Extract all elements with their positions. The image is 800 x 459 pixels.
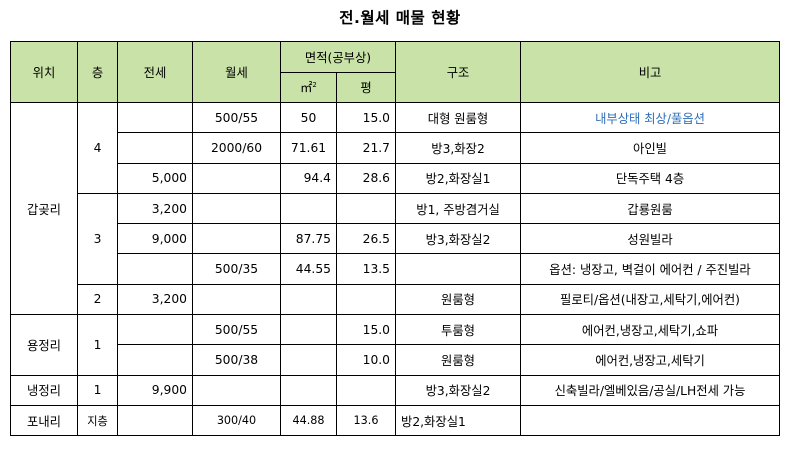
pyeong-cell: 21.7	[335, 132, 397, 164]
remark-cell: 에어컨,냉장고,세탁기	[520, 344, 781, 376]
location-cell: 포내리	[10, 404, 78, 437]
table-row: 용정리 1 500/55 15.0 투룸형 에어컨,냉장고,세탁기,쇼파	[10, 314, 781, 376]
structure-cell: 원룸형	[395, 283, 522, 316]
wolse-cell	[192, 162, 281, 194]
m2-cell: 50	[280, 101, 337, 134]
location-cell: 용정리	[10, 314, 78, 376]
floor-cell: 1	[77, 314, 118, 376]
remark-cell: 아인빌	[520, 132, 781, 164]
m2-cell	[280, 283, 337, 316]
wolse-cell: 500/38	[192, 344, 281, 376]
m2-cell	[280, 192, 337, 225]
remark-cell: 갑룡원룸	[520, 192, 781, 225]
structure-cell: 원룸형	[395, 344, 522, 376]
jeonse-cell: 9,900	[117, 374, 193, 406]
wolse-cell	[192, 192, 281, 225]
wolse-cell	[192, 374, 281, 406]
jeonse-cell: 5,000	[117, 162, 193, 194]
floor-cell: 3	[77, 192, 118, 285]
header-floor: 층	[77, 41, 118, 103]
structure-cell: 방2,화장실1	[395, 162, 522, 194]
page-title: 전.월세 매물 현황	[339, 9, 461, 27]
table-row: 9,000 87.75 26.5 방3,화장실2 성원빌라	[11, 223, 781, 255]
jeonse-cell	[117, 344, 193, 376]
header-location: 위치	[10, 41, 78, 103]
pyeong-cell: 13.6	[335, 404, 397, 437]
m2-cell	[280, 314, 337, 346]
remark-cell: 내부상태 최상/풀옵션	[520, 101, 781, 134]
pyeong-cell: 13.5	[335, 253, 397, 285]
wolse-cell	[192, 283, 281, 316]
remark-cell: 에어컨,냉장고,세탁기,쇼파	[520, 314, 781, 346]
structure-cell: 방2,화장실1	[395, 404, 522, 437]
jeonse-cell	[117, 404, 193, 437]
floor-cell: 2	[77, 283, 118, 316]
table-row: 5,000 94.4 28.6 방2,화장실1 단독주택 4층	[11, 162, 781, 194]
pyeong-cell	[335, 283, 397, 316]
jeonse-cell: 9,000	[117, 223, 193, 255]
jeonse-cell	[117, 132, 193, 164]
remark-cell: 성원빌라	[520, 223, 781, 255]
m2-cell	[280, 344, 337, 376]
floor-cell: 지층	[77, 404, 118, 437]
remark-cell: 신축빌라/엘베있음/공실/LH전세 가능	[520, 374, 781, 406]
pyeong-cell: 28.6	[335, 162, 397, 194]
listing-table: 위치 층 전세 월세 면적(공부상) 구조 비고 ㎡2 평 갑곶리 4 500/…	[10, 41, 781, 437]
header-jeonse: 전세	[117, 41, 193, 103]
table-row: 2 3,200 원룸형 필로티/옵션(내장고,세탁기,에어컨)	[11, 283, 781, 316]
wolse-cell: 500/55	[192, 314, 281, 346]
remark-cell: 옵션: 냉장고, 벽걸이 에어컨 / 주진빌라	[520, 253, 781, 285]
pyeong-cell	[335, 192, 397, 225]
floor-cell: 4	[77, 102, 118, 194]
pyeong-cell: 10.0	[335, 344, 397, 376]
m2-cell: 44.88	[280, 404, 337, 437]
structure-cell	[395, 253, 522, 285]
header-area-pyeong: 평	[335, 71, 397, 103]
m2-cell: 87.75	[280, 223, 337, 255]
remark-cell: 필로티/옵션(내장고,세탁기,에어컨)	[520, 283, 781, 316]
table-row: 500/35 44.55 13.5 옵션: 냉장고, 벽걸이 에어컨 / 주진빌…	[11, 253, 781, 285]
header-wolse: 월세	[192, 41, 281, 103]
remark-cell: 단독주택 4층	[520, 162, 781, 194]
jeonse-cell	[117, 253, 193, 285]
m2-cell: 44.55	[280, 253, 337, 285]
location-cell: 갑곶리	[10, 101, 78, 316]
floor-cell: 1	[77, 374, 118, 406]
structure-cell: 투룸형	[395, 314, 522, 346]
header-area: 면적(공부상)	[279, 41, 397, 73]
header-remarks: 비고	[520, 41, 781, 103]
jeonse-cell: 3,200	[117, 192, 193, 225]
structure-cell: 방3,화장실2	[395, 374, 522, 406]
m2-cell: 94.4	[280, 162, 337, 194]
structure-cell: 방3,화장실2	[395, 223, 522, 255]
wolse-cell	[192, 223, 281, 255]
table-row: 2000/60 71.61 21.7 방3,화장2 아인빌	[11, 132, 781, 164]
jeonse-cell: 3,200	[117, 283, 193, 316]
pyeong-cell	[335, 374, 397, 406]
jeonse-cell	[117, 314, 193, 346]
structure-cell: 대형 원룸형	[395, 101, 522, 134]
jeonse-cell	[117, 101, 193, 134]
table-row: 3 3,200 방1, 주방겸거실 갑룡원룸	[11, 192, 781, 285]
pyeong-cell: 26.5	[335, 223, 397, 255]
table-row: 포내리 지층 300/40 44.88 13.6 방2,화장실1	[10, 404, 781, 437]
m2-cell: 71.61	[280, 132, 337, 164]
location-cell: 냉정리	[10, 374, 78, 406]
table-row: 500/38 10.0 원룸형 에어컨,냉장고,세탁기	[11, 344, 781, 376]
header-structure: 구조	[395, 41, 522, 103]
remark-cell	[520, 404, 781, 437]
structure-cell: 방1, 주방겸거실	[395, 192, 522, 225]
header-area-m2: ㎡2	[280, 71, 337, 103]
structure-cell: 방3,화장2	[395, 132, 522, 164]
wolse-cell: 2000/60	[192, 132, 281, 164]
table-row: 갑곶리 4 500/55 50 15.0 대형 원룸형 내부상태 최상/풀옵션	[10, 101, 781, 316]
pyeong-cell: 15.0	[335, 101, 397, 134]
wolse-cell: 300/40	[192, 404, 281, 437]
table-row: 냉정리 1 9,900 방3,화장실2 신축빌라/엘베있음/공실/LH전세 가능	[10, 374, 781, 406]
wolse-cell: 500/35	[192, 253, 281, 285]
pyeong-cell: 15.0	[335, 314, 397, 346]
wolse-cell: 500/55	[192, 101, 281, 134]
m2-cell	[280, 374, 337, 406]
